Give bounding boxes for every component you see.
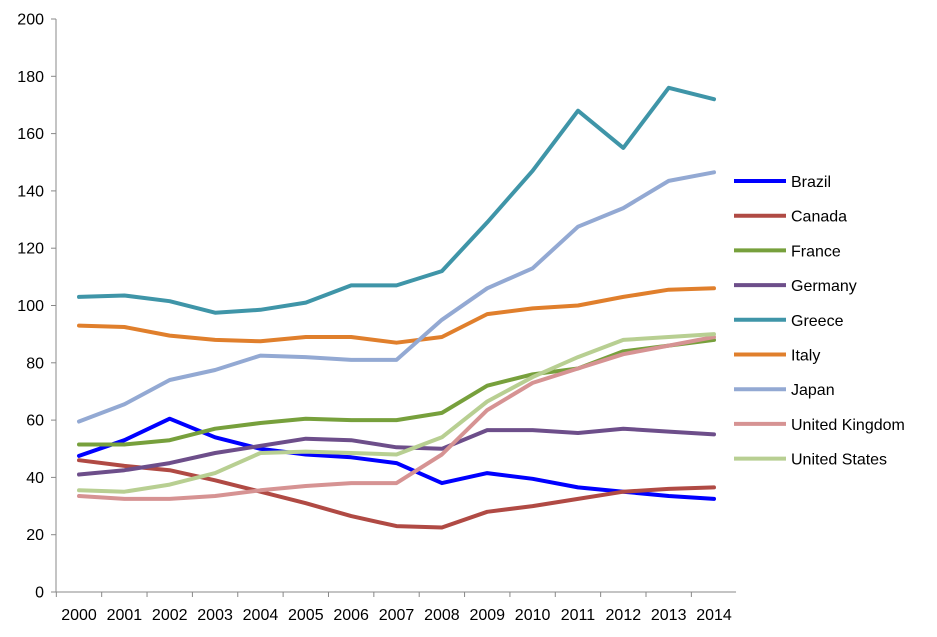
legend-item-canada: Canada xyxy=(734,209,847,226)
x-tick-label: 2012 xyxy=(606,607,642,624)
legend-item-united-states: United States xyxy=(734,452,887,469)
series-line-brazil xyxy=(77,416,716,501)
x-tick-label: 2013 xyxy=(651,607,687,624)
x-tick-label: 2010 xyxy=(515,607,551,624)
x-axis-ticks: 2000 2001 2002 2003 2004 2005 2006 2007 2008 2009… xyxy=(55,592,732,624)
x-tick-label: 2000 xyxy=(61,607,97,624)
legend-item-italy: Italy xyxy=(734,348,820,365)
y-tick-label: 100 xyxy=(17,298,44,315)
y-tick-label: 80 xyxy=(26,355,44,372)
x-tick-label: 2007 xyxy=(379,607,415,624)
y-axis-ticks: 0 20 40 60 80 100 120 140 160 180 200 xyxy=(17,12,56,602)
legend-label: France xyxy=(791,243,841,260)
y-tick-label: 40 xyxy=(26,470,44,487)
y-tick-label: 60 xyxy=(26,413,44,430)
y-tick-label: 20 xyxy=(26,527,44,544)
legend-item-germany: Germany xyxy=(734,278,857,295)
series-line-canada xyxy=(77,458,716,530)
x-tick-label: 2004 xyxy=(243,607,279,624)
series-line-greece xyxy=(77,85,716,315)
series-lines xyxy=(77,85,716,530)
x-tick-label: 2002 xyxy=(152,607,188,624)
y-tick-label: 180 xyxy=(17,69,44,86)
legend: Brazil Canada France Germany Greece Italy Japa… xyxy=(734,174,905,469)
y-tick-label: 200 xyxy=(17,12,44,29)
legend-label: Greece xyxy=(791,313,844,330)
legend-item-brazil: Brazil xyxy=(734,174,831,191)
legend-label: Germany xyxy=(791,278,857,295)
y-tick-label: 140 xyxy=(17,183,44,200)
series-line-germany xyxy=(77,426,716,477)
legend-label: Japan xyxy=(791,382,835,399)
x-tick-label: 2005 xyxy=(288,607,324,624)
x-tick-label: 2009 xyxy=(469,607,505,624)
legend-label: Brazil xyxy=(791,174,831,191)
series-line-italy xyxy=(77,286,716,345)
axes xyxy=(55,19,737,593)
legend-label: Canada xyxy=(791,209,847,226)
x-tick-label: 2003 xyxy=(197,607,233,624)
x-tick-label: 2006 xyxy=(333,607,369,624)
series-line-united-kingdom xyxy=(77,335,716,501)
legend-item-france: France xyxy=(734,243,841,260)
x-tick-label: 2008 xyxy=(424,607,460,624)
y-tick-label: 120 xyxy=(17,241,44,258)
legend-label: Italy xyxy=(791,348,820,365)
legend-item-japan: Japan xyxy=(734,382,835,399)
x-tick-label: 2014 xyxy=(696,607,732,624)
legend-label: United States xyxy=(791,452,887,469)
series-line-united-states xyxy=(77,332,716,494)
legend-label: United Kingdom xyxy=(791,417,905,434)
x-tick-label: 2011 xyxy=(561,607,596,624)
legend-item-greece: Greece xyxy=(734,313,844,330)
series-line-japan xyxy=(77,170,716,424)
legend-item-united-kingdom: United Kingdom xyxy=(734,417,905,434)
x-tick-label: 2001 xyxy=(107,607,143,624)
y-tick-label: 0 xyxy=(35,585,44,602)
y-tick-label: 160 xyxy=(17,126,44,143)
